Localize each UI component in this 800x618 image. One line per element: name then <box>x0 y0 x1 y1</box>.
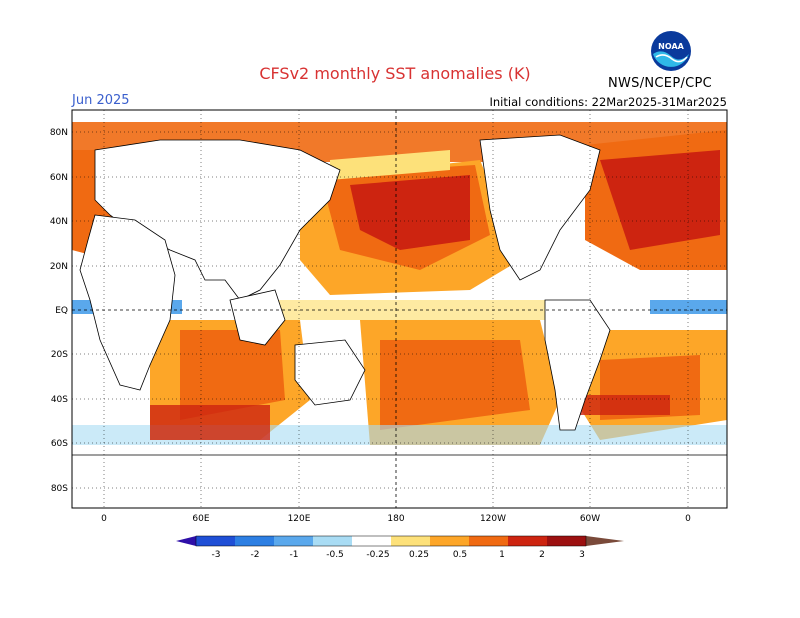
colorbar-low-arrow <box>176 536 196 546</box>
longitude-labels: 0 60E 120E 180 120W 60W 0 <box>101 514 691 524</box>
colorbar-tick: 3 <box>579 550 585 560</box>
colorbar-segment <box>196 536 235 546</box>
initial-conditions: Initial conditions: 22Mar2025-31Mar2025 <box>489 95 727 109</box>
colorbar-tick: -3 <box>212 550 221 560</box>
antarctica <box>72 454 727 508</box>
colorbar-tick: -1 <box>290 550 299 560</box>
lon-label-120e: 120E <box>288 514 311 524</box>
colorbar-segment <box>235 536 274 546</box>
south-indian-moderate-warm <box>180 330 285 420</box>
colorbar-high-arrow <box>586 536 624 546</box>
north-atlantic-strong-warm <box>600 150 720 250</box>
south-atlantic-strong-warm <box>580 395 670 415</box>
lon-label-180: 180 <box>387 514 404 524</box>
colorbar-tick: -0.5 <box>326 550 344 560</box>
agency-label: NWS/NCEP/CPC <box>608 76 713 91</box>
lat-label-60n: 60N <box>50 173 68 183</box>
lat-label-80s: 80S <box>51 484 68 494</box>
lat-label-40s: 40S <box>51 395 68 405</box>
colorbar-frame <box>195 535 587 547</box>
maritime-continent <box>229 289 286 346</box>
lon-label-60w: 60W <box>580 514 600 524</box>
continents <box>72 134 727 508</box>
anomaly-field <box>72 122 727 508</box>
map-frame <box>71 109 728 509</box>
colorbar-tick: 1 <box>499 550 505 560</box>
lon-label-60e: 60E <box>192 514 209 524</box>
colorbar-segment <box>391 536 430 546</box>
colorbar-labels: -3 -2 -1 -0.5 -0.25 0.25 0.5 1 2 3 <box>212 550 585 560</box>
atlantic-cool-strip <box>650 300 727 314</box>
colorbar-tick: 2 <box>539 550 545 560</box>
southern-ocean-strong-warm <box>150 405 270 440</box>
latitude-labels: 80N 60N 40N 20N EQ 20S 40S 60S 80S <box>50 128 68 494</box>
lat-label-20n: 20N <box>50 262 68 272</box>
lat-label-60s: 60S <box>51 439 68 449</box>
colorbar-segment <box>274 536 313 546</box>
south-america <box>544 299 611 431</box>
colorbar-segment <box>352 536 391 546</box>
lat-label-80n: 80N <box>50 128 68 138</box>
north-america <box>479 134 601 281</box>
forecast-month: Jun 2025 <box>72 93 130 108</box>
colorbar-tick: 0.25 <box>409 550 429 560</box>
lat-label-eq: EQ <box>55 306 68 316</box>
colorbar-segment <box>430 536 469 546</box>
colorbar-tick: 0.5 <box>453 550 467 560</box>
colorbar-segment <box>469 536 508 546</box>
lat-label-20s: 20S <box>51 350 68 360</box>
north-pacific-weak-warm <box>330 150 450 180</box>
north-pacific-strong-warm <box>350 175 470 250</box>
logo-text: NOAA <box>658 42 684 51</box>
colorbar-segment <box>313 536 352 546</box>
south-pacific-moderate-warm <box>380 340 530 430</box>
lon-label-0: 0 <box>101 514 107 524</box>
lon-label-0-east: 0 <box>685 514 691 524</box>
colorbar-segment <box>508 536 547 546</box>
colorbar <box>176 535 624 547</box>
map-reference-lines <box>72 110 727 508</box>
colorbar-tick: -0.25 <box>366 550 389 560</box>
australia <box>294 339 366 406</box>
lon-label-120w: 120W <box>480 514 506 524</box>
colorbar-segment <box>547 536 586 546</box>
colorbar-tick: -2 <box>251 550 260 560</box>
noaa-logo: NOAA <box>650 30 692 72</box>
lat-label-40n: 40N <box>50 217 68 227</box>
chart-title: CFSv2 monthly SST anomalies (K) <box>259 64 531 83</box>
